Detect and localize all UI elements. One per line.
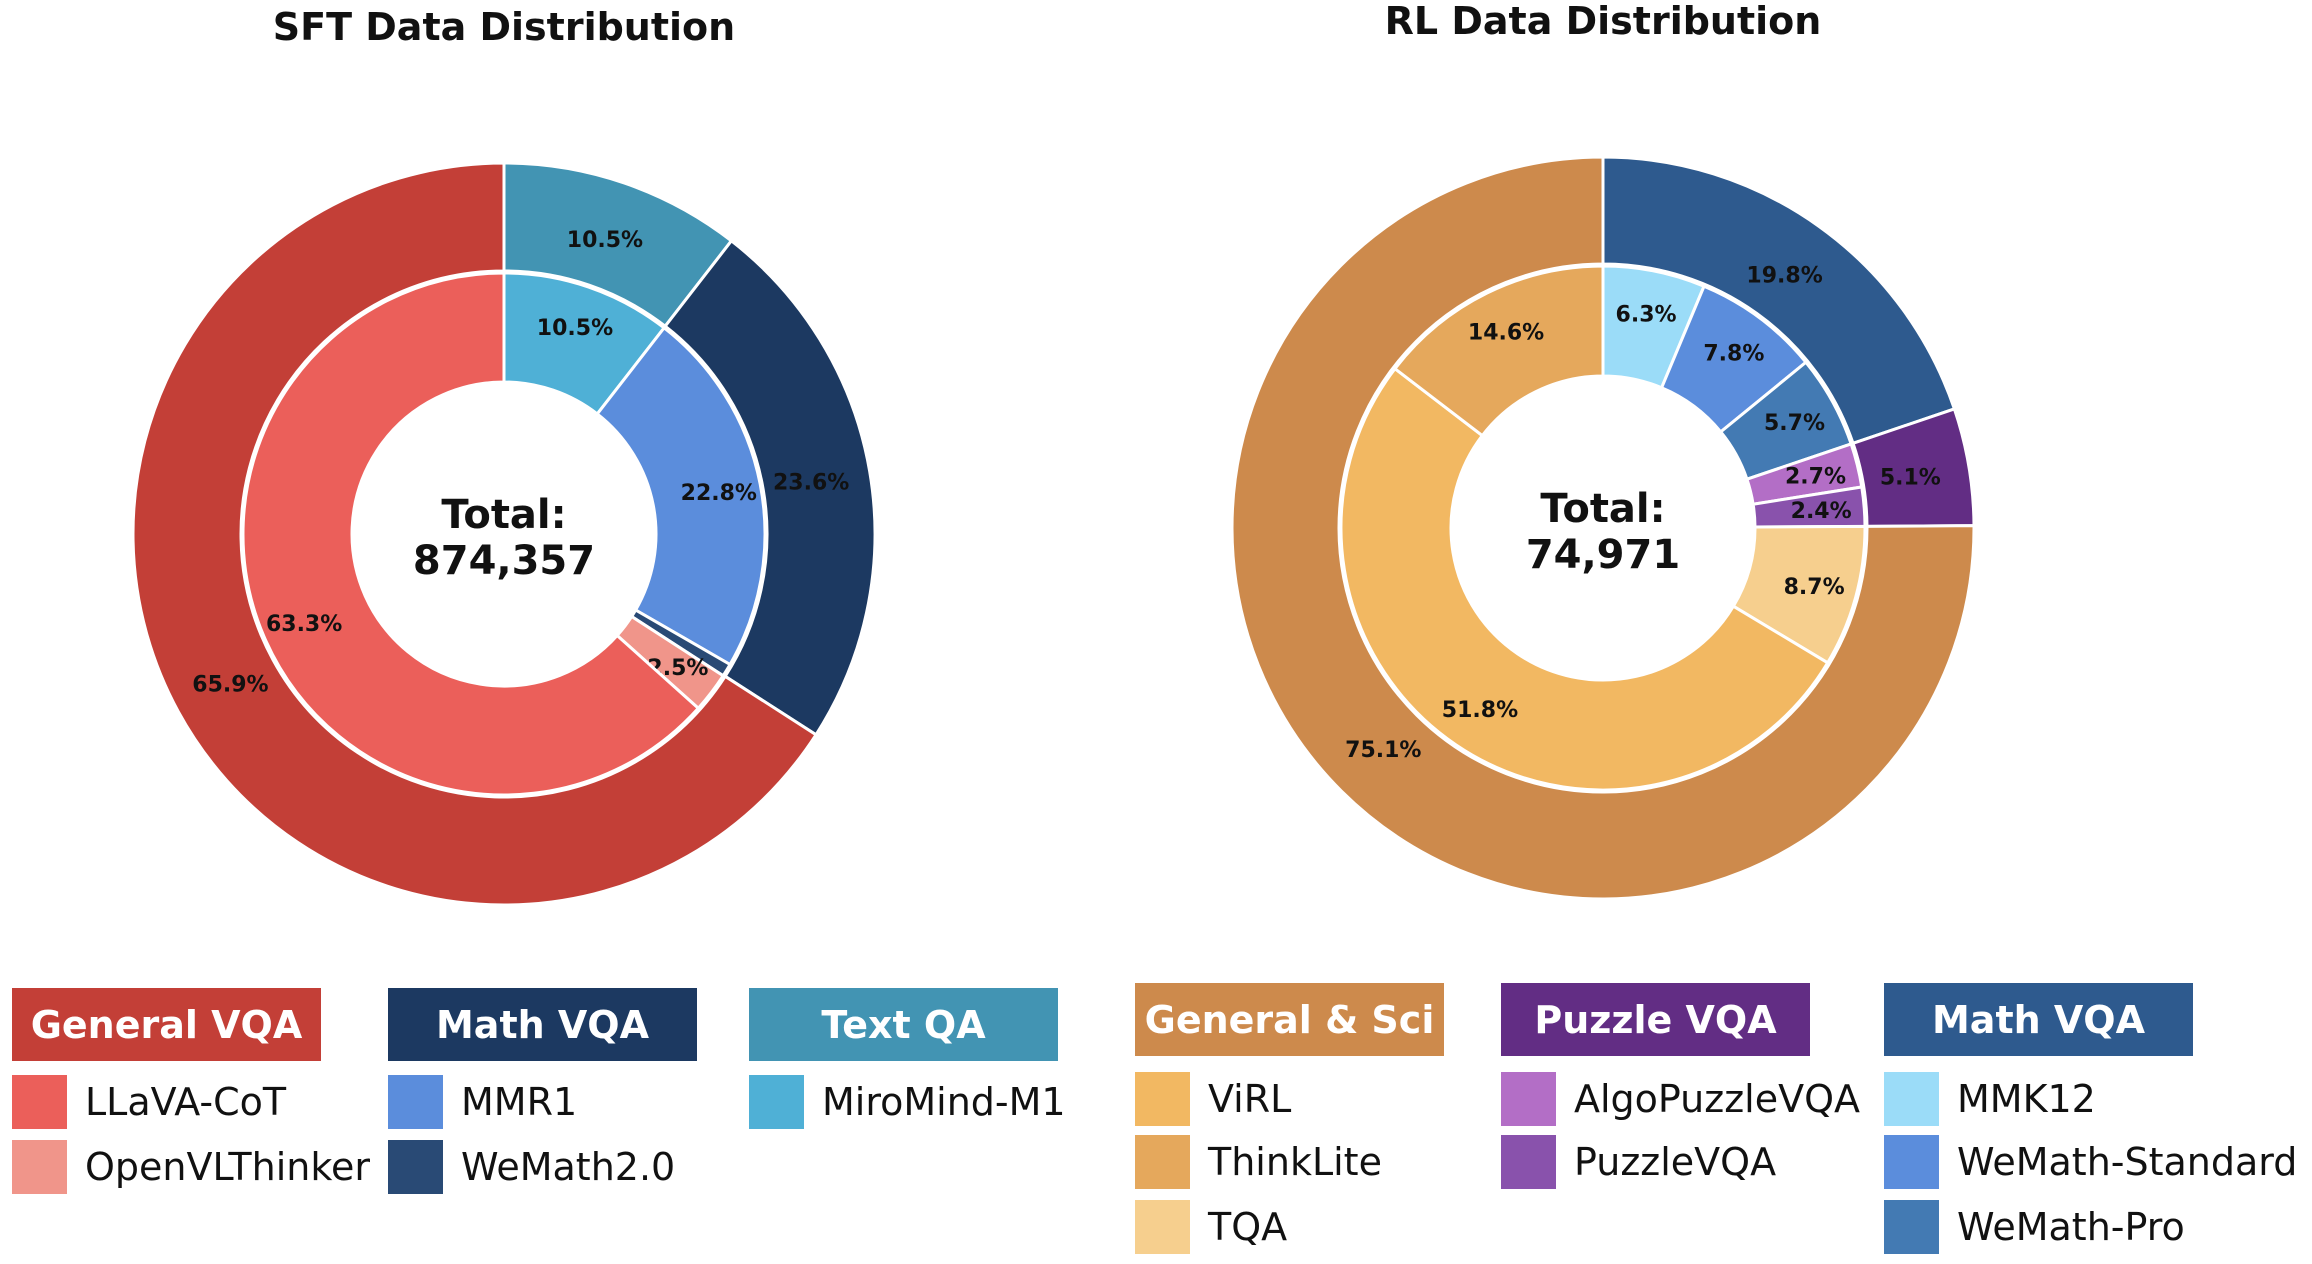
- legend-label: TQA: [1208, 1205, 1288, 1249]
- outer-slice-general-vqa: [131, 161, 819, 907]
- inner-slice-llava-cot: [241, 271, 701, 797]
- legend-item: WeMath2.0: [388, 1140, 675, 1194]
- legend-swatch: [12, 1140, 67, 1194]
- legend-label: MiroMind-M1: [822, 1080, 1066, 1124]
- legend-label: ViRL: [1208, 1077, 1292, 1121]
- legend-swatch: [388, 1075, 443, 1129]
- outer-label: 65.9%: [192, 672, 268, 697]
- inner-label: 8.7%: [1784, 575, 1845, 600]
- outer-slice-general-sci: [1230, 155, 1976, 901]
- outer-label: 19.8%: [1746, 264, 1822, 289]
- inner-label: 10.5%: [537, 316, 613, 341]
- legend-label: WeMath-Pro: [1957, 1205, 2185, 1249]
- outer-label: 5.1%: [1880, 465, 1941, 490]
- legend-item: LLaVA-CoT: [12, 1075, 286, 1129]
- legend-swatch: [1135, 1072, 1190, 1126]
- legend-item: ViRL: [1135, 1072, 1291, 1126]
- legend-label: ThinkLite: [1208, 1140, 1382, 1184]
- legend-label: PuzzleVQA: [1574, 1140, 1777, 1184]
- inner-label: 51.8%: [1442, 698, 1518, 723]
- inner-label: 63.3%: [266, 612, 342, 637]
- legend-group-header: General VQA: [12, 988, 321, 1061]
- donut-chart-0: SFT Data Distribution 10.5% 23.6% 65.9% 10.5…: [131, 5, 877, 907]
- center-total-label: Total:: [441, 492, 566, 538]
- inner-slice-virl: [1339, 366, 1830, 792]
- legend-item: AlgoPuzzleVQA: [1501, 1072, 1860, 1126]
- legend-swatch: [1884, 1200, 1939, 1254]
- legend-group-header: Text QA: [749, 988, 1058, 1061]
- legend-swatch: [1501, 1072, 1556, 1126]
- chart-title: SFT Data Distribution: [273, 5, 735, 49]
- center-total-value: 874,357: [413, 538, 595, 584]
- legend-swatch: [1884, 1135, 1939, 1189]
- inner-label: 7.8%: [1703, 342, 1764, 367]
- legend-item: MMR1: [388, 1075, 577, 1129]
- legend-swatch: [1135, 1200, 1190, 1254]
- legend-label: AlgoPuzzleVQA: [1574, 1077, 1860, 1121]
- legend-item: WeMath-Pro: [1884, 1200, 2185, 1254]
- legend-label: MMR1: [461, 1080, 578, 1124]
- legend-item: ThinkLite: [1135, 1135, 1382, 1189]
- legend-item: WeMath-Standard: [1884, 1135, 2297, 1189]
- center-total-value: 74,971: [1526, 532, 1680, 578]
- legend-group-header: Math VQA: [388, 988, 697, 1061]
- legend-swatch: [1501, 1135, 1556, 1189]
- legend-group-header: General & Sci: [1135, 983, 1444, 1056]
- legend-label: WeMath-Standard: [1957, 1140, 2298, 1184]
- outer-label: 23.6%: [773, 470, 849, 495]
- inner-slice-thinklite: [1392, 264, 1605, 438]
- legend-group-header: Math VQA: [1884, 983, 2193, 1056]
- legend-label: WeMath2.0: [461, 1145, 676, 1189]
- inner-slice-mmr1: [595, 325, 767, 667]
- legend-label: MMK12: [1957, 1077, 2096, 1121]
- legend-swatch: [1884, 1072, 1939, 1126]
- legend-item: MMK12: [1884, 1072, 2096, 1126]
- donut-chart-1: RL Data Distribution 19.8% 5.1% 75.1% 6.3% 7.…: [1230, 0, 1976, 901]
- inner-label: 22.8%: [681, 481, 757, 506]
- legend-item: OpenVLThinker: [12, 1140, 370, 1194]
- inner-label: 14.6%: [1468, 321, 1544, 346]
- inner-label: 5.7%: [1764, 411, 1825, 436]
- chart-title: RL Data Distribution: [1385, 0, 1822, 43]
- inner-label: 2.4%: [1791, 499, 1852, 524]
- legend-label: OpenVLThinker: [85, 1145, 371, 1189]
- outer-slice-math-vqa: [663, 238, 877, 737]
- inner-label: 6.3%: [1616, 302, 1677, 327]
- inner-label: 2.7%: [1785, 465, 1846, 490]
- legend-item: TQA: [1135, 1200, 1287, 1254]
- outer-label: 75.1%: [1345, 738, 1421, 763]
- legend-item: PuzzleVQA: [1501, 1135, 1776, 1189]
- legend-swatch: [388, 1140, 443, 1194]
- legend-swatch: [12, 1075, 67, 1129]
- legend-item: MiroMind-M1: [749, 1075, 1066, 1129]
- legend-swatch: [749, 1075, 804, 1129]
- center-total-label: Total:: [1540, 486, 1665, 532]
- legend-group-header: Puzzle VQA: [1501, 983, 1810, 1056]
- legend-swatch: [1135, 1135, 1190, 1189]
- outer-label: 10.5%: [567, 228, 643, 253]
- legend-label: LLaVA-CoT: [85, 1080, 287, 1124]
